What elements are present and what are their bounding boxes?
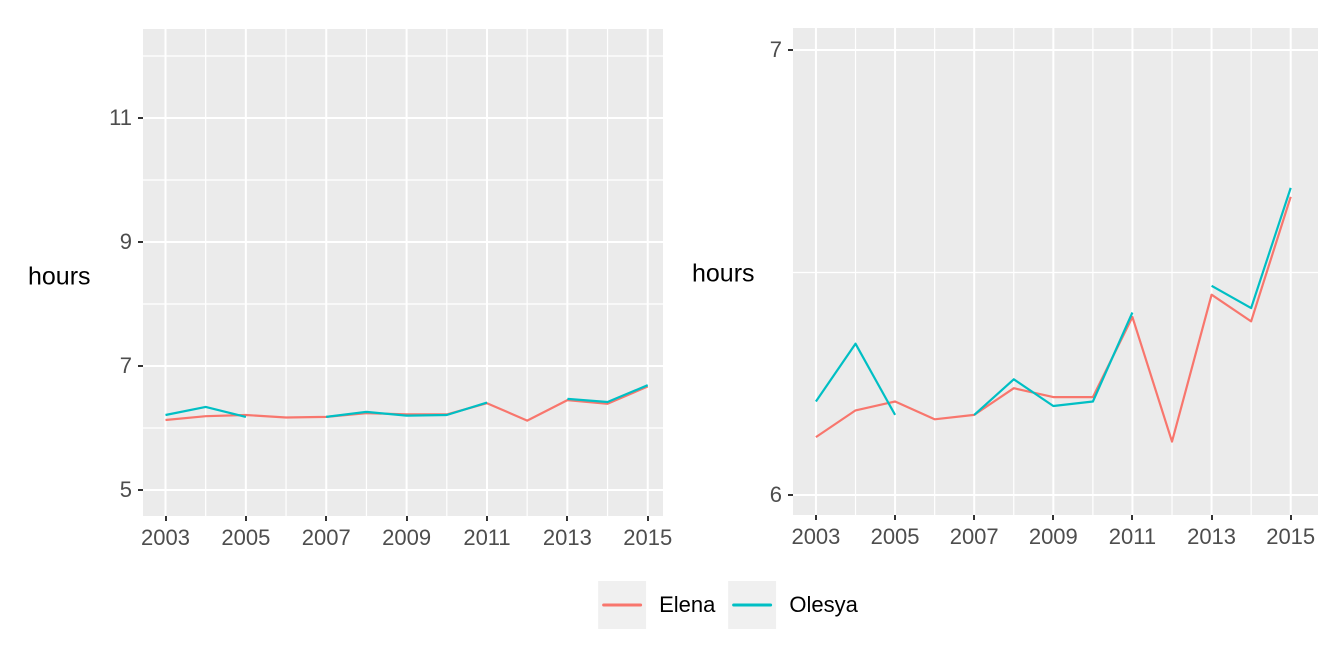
x-tick-mark bbox=[244, 516, 247, 521]
y-axis-title-left: hours bbox=[28, 262, 91, 291]
legend-key-line bbox=[602, 603, 643, 607]
y-tick-label: 7 bbox=[769, 36, 782, 62]
x-tick-label: 2015 bbox=[1266, 524, 1316, 549]
legend-item-olesya: Olesya bbox=[728, 581, 858, 629]
y-tick-mark bbox=[138, 240, 143, 243]
y-tick-mark bbox=[138, 489, 143, 492]
x-tick-label: 2009 bbox=[382, 525, 432, 550]
legend-label-olesya: Olesya bbox=[789, 592, 858, 617]
plot-panel-1 bbox=[793, 28, 1318, 515]
y-tick-mark bbox=[138, 365, 143, 367]
series-line-elena bbox=[165, 385, 649, 422]
legend-key-line bbox=[732, 603, 773, 607]
legend-key-olesya bbox=[728, 581, 777, 629]
x-tick-mark bbox=[566, 516, 569, 521]
y-tick-label: 6 bbox=[769, 481, 782, 507]
x-tick-label: 2003 bbox=[791, 524, 841, 549]
y-tick-label: 9 bbox=[119, 228, 132, 254]
x-tick-label: 2009 bbox=[1028, 524, 1078, 549]
y-tick-mark bbox=[138, 116, 143, 119]
x-tick-label: 2011 bbox=[463, 525, 511, 550]
x-tick-label: 2013 bbox=[542, 525, 592, 550]
series-line-olesya bbox=[165, 384, 649, 418]
plot-panel-0 bbox=[143, 29, 663, 516]
x-tick-label: 2013 bbox=[1187, 524, 1237, 549]
x-tick-mark bbox=[1289, 515, 1292, 520]
x-tick-mark bbox=[973, 515, 976, 520]
x-tick-mark bbox=[1210, 515, 1213, 520]
y-tick-label: 11 bbox=[109, 104, 132, 130]
y-tick-mark bbox=[788, 493, 793, 496]
x-tick-mark bbox=[646, 516, 649, 521]
x-tick-label: 2011 bbox=[1108, 524, 1157, 549]
legend-item-elena: Elena bbox=[598, 581, 715, 629]
panel-background bbox=[143, 29, 663, 516]
x-tick-mark bbox=[894, 515, 897, 520]
y-tick-label: 7 bbox=[119, 353, 132, 378]
x-tick-label: 2005 bbox=[870, 524, 920, 549]
x-tick-mark bbox=[1131, 515, 1134, 520]
x-tick-label: 2007 bbox=[949, 524, 999, 549]
x-tick-mark bbox=[164, 516, 167, 521]
x-tick-mark bbox=[814, 515, 817, 520]
y-tick-mark bbox=[788, 48, 793, 51]
series-line-elena bbox=[815, 196, 1292, 443]
legend: Elena Olesya bbox=[598, 581, 858, 629]
y-axis-title-right: hours bbox=[692, 259, 755, 288]
x-tick-mark bbox=[325, 516, 328, 521]
x-tick-mark bbox=[1052, 515, 1055, 520]
x-tick-label: 2005 bbox=[221, 525, 271, 550]
legend-key-elena bbox=[598, 581, 647, 629]
panel-background bbox=[793, 28, 1318, 515]
y-tick-label: 5 bbox=[119, 477, 132, 503]
x-tick-label: 2015 bbox=[623, 525, 673, 550]
x-tick-mark bbox=[405, 516, 408, 521]
x-tick-label: 2003 bbox=[141, 525, 190, 550]
x-tick-mark bbox=[485, 516, 488, 521]
series-line-olesya bbox=[814, 187, 1292, 416]
legend-label-elena: Elena bbox=[659, 592, 716, 617]
x-tick-label: 2007 bbox=[301, 525, 351, 550]
